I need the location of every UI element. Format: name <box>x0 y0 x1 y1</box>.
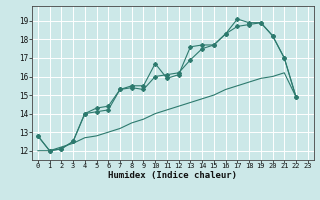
X-axis label: Humidex (Indice chaleur): Humidex (Indice chaleur) <box>108 171 237 180</box>
